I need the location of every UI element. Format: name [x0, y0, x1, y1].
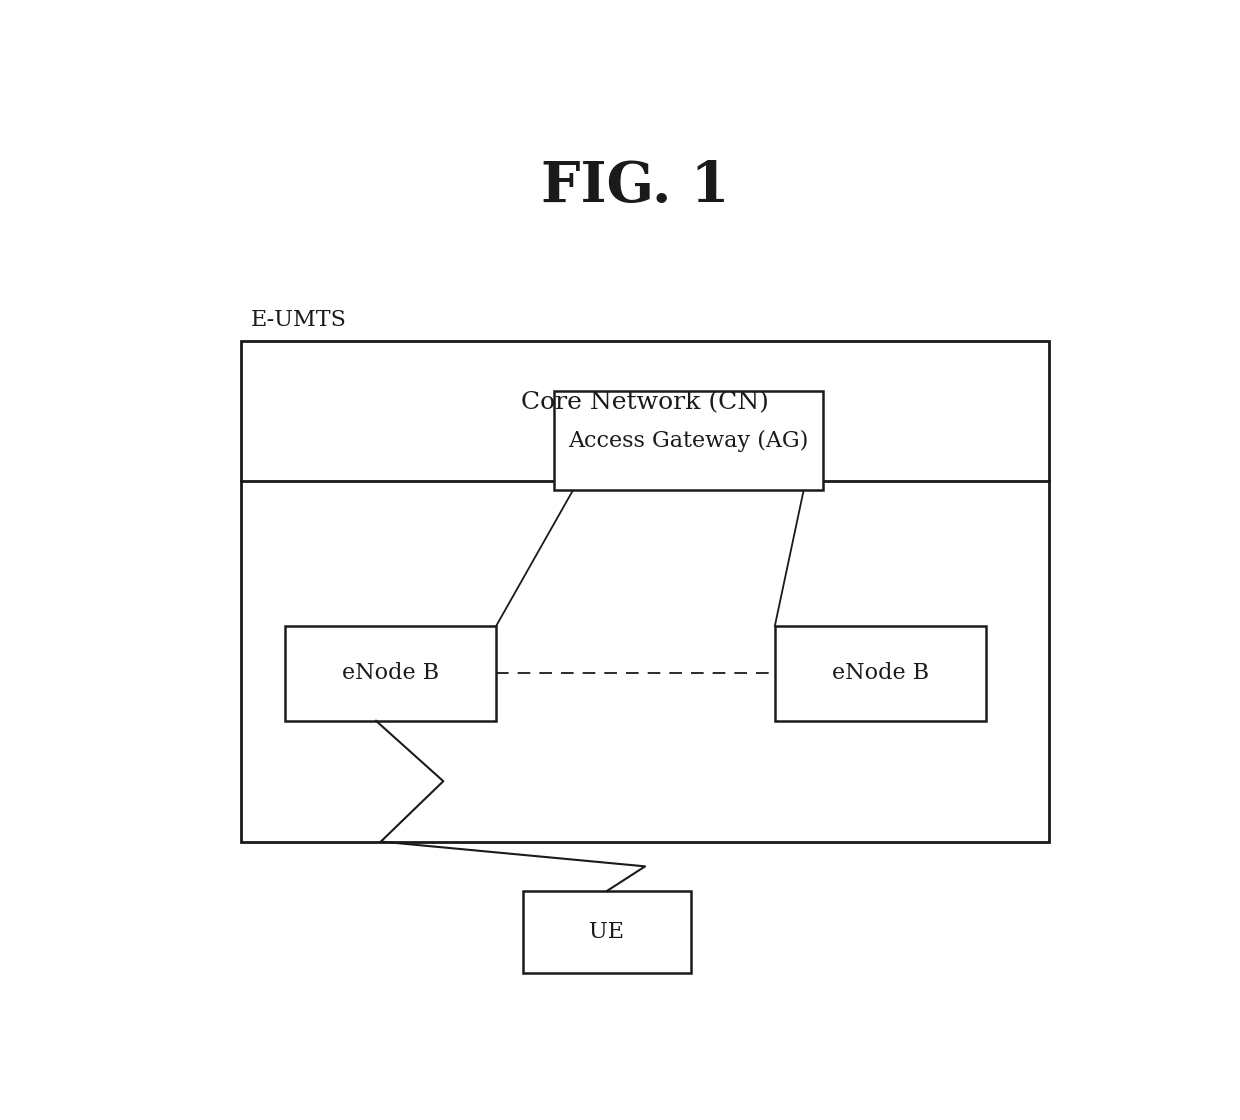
- Bar: [285, 626, 496, 721]
- Text: eNode B: eNode B: [342, 662, 439, 684]
- Text: Core Network (CN): Core Network (CN): [521, 391, 769, 414]
- Bar: [242, 342, 1049, 841]
- Text: UE: UE: [589, 921, 624, 943]
- Text: eNode B: eNode B: [832, 662, 929, 684]
- Text: E-UMTS: E-UMTS: [250, 309, 347, 330]
- Bar: [775, 626, 986, 721]
- Bar: [522, 892, 691, 973]
- Bar: [554, 391, 823, 491]
- Text: FIG. 1: FIG. 1: [542, 159, 729, 214]
- Text: Access Gateway (AG): Access Gateway (AG): [568, 429, 808, 451]
